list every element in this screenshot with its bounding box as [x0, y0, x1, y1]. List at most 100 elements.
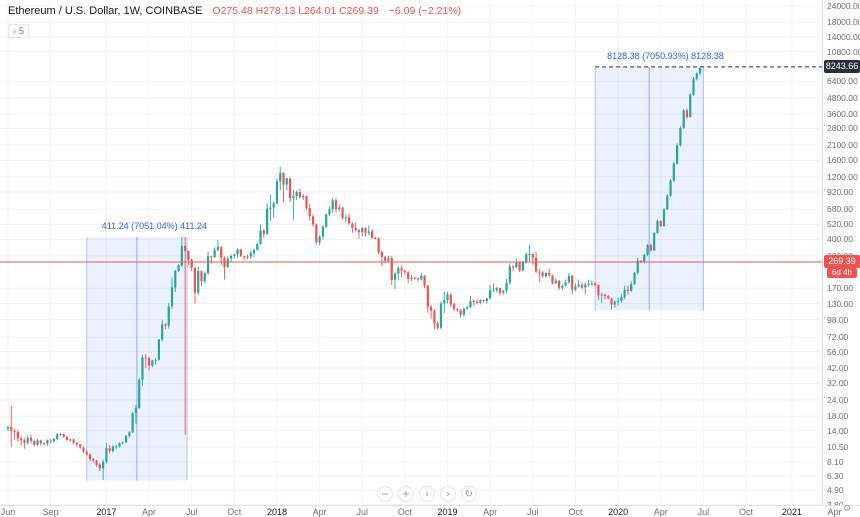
candle-body — [13, 430, 16, 432]
candle-body — [567, 275, 570, 283]
legend-collapse-toggle[interactable]: › 5 — [8, 24, 30, 38]
price-tick: 8.10 — [827, 456, 844, 467]
time-label: Apr — [653, 507, 668, 517]
reset-icon: ↻ — [464, 488, 474, 500]
chart-nav-toolbar: − + ‹ › ↻ — [377, 486, 477, 502]
symbol-legend[interactable]: Ethereum / U.S. Dollar, 1W, COINBASE O27… — [8, 5, 461, 17]
candle-body — [206, 256, 210, 274]
measure-label-2020[interactable]: 8128.38 (7050.93%) 8128.38 — [607, 50, 724, 61]
candle-body — [328, 209, 331, 215]
candle-body — [118, 443, 121, 447]
candle-body — [243, 255, 246, 257]
candle-body — [52, 438, 56, 442]
candle-body — [433, 310, 436, 324]
candle-body — [229, 255, 233, 259]
candle-body — [594, 283, 597, 285]
candle-body — [174, 271, 177, 288]
candle-body — [95, 460, 98, 465]
candle-body — [597, 284, 600, 296]
candle-body — [449, 294, 452, 305]
candle-body — [115, 446, 118, 448]
candle-body — [676, 145, 679, 164]
candle-body — [331, 200, 334, 210]
candle-body — [692, 78, 695, 95]
candle-body — [275, 181, 279, 204]
candle-body — [36, 440, 39, 445]
candle-body — [154, 359, 157, 361]
candle-body — [377, 238, 380, 253]
axis-settings[interactable]: ⚙ — [843, 504, 851, 514]
candle-body — [423, 275, 426, 286]
candle-body — [65, 436, 69, 440]
time-label: 2018 — [266, 507, 287, 517]
candle-body — [262, 230, 265, 234]
candle-body — [88, 454, 92, 460]
candle-body — [541, 272, 544, 277]
candle-body — [367, 231, 370, 233]
candle-body — [590, 283, 593, 285]
candle-body — [351, 223, 354, 228]
candle-body — [456, 309, 459, 311]
candle-body — [357, 230, 361, 233]
price-tick: 6.30 — [827, 471, 844, 482]
candle-body — [233, 254, 236, 256]
candle-body — [213, 250, 216, 258]
zoom-in-button[interactable]: + — [398, 486, 414, 502]
price-tick: 130.00 — [827, 298, 853, 309]
candle-body — [452, 304, 456, 310]
scroll-right-button[interactable]: › — [440, 486, 456, 502]
candle-body — [443, 300, 446, 304]
candle-body — [105, 448, 108, 462]
price-tick: 98.00 — [827, 314, 849, 325]
candle-body — [338, 207, 341, 210]
reset-chart-button[interactable]: ↻ — [461, 486, 477, 502]
chevron-right-icon: › — [13, 26, 16, 36]
measure-price-badge: 8243.66 — [824, 59, 860, 73]
time-axis[interactable]: Jun Sep 2017 Apr Jul Oct 2018 Apr Jul Oct 2019 Apr J… — [0, 505, 860, 517]
candle-body — [292, 196, 295, 199]
candle-body — [236, 249, 239, 255]
time-label: Apr — [827, 507, 842, 517]
zoom-out-button[interactable]: − — [377, 486, 393, 502]
price-axis[interactable]: 8243.66 269.39 6d 4h 24000.00 18000.00 140… — [822, 0, 860, 510]
candle-body — [302, 196, 305, 198]
scroll-left-button[interactable]: ‹ — [419, 486, 435, 502]
candle-body — [92, 459, 95, 461]
candle-body — [75, 442, 78, 445]
candle-body — [571, 275, 574, 290]
candle-body — [344, 217, 347, 219]
candle-body — [210, 256, 213, 258]
candle-body — [430, 306, 433, 311]
time-label: Jul — [697, 507, 710, 517]
candle-body — [498, 287, 502, 293]
time-label: Jul — [185, 507, 198, 517]
candle-body — [525, 253, 528, 263]
candle-body — [623, 289, 626, 298]
candle-body — [531, 253, 534, 258]
candle-body — [548, 273, 551, 276]
candle-body — [16, 431, 19, 439]
candle-body — [384, 256, 387, 261]
candle-body — [439, 303, 443, 328]
candle-body — [420, 275, 423, 280]
candle-body — [334, 200, 338, 210]
candle-body — [226, 258, 229, 267]
candle-body — [370, 231, 374, 239]
candle-body — [315, 224, 318, 243]
price-tick: 10800.00 — [827, 46, 860, 57]
ohlc-values: O275.48 H278.13 L264.01 C269.39 — [212, 5, 379, 17]
time-label: Oct — [397, 507, 412, 517]
symbol-title[interactable]: Ethereum / U.S. Dollar, 1W, COINBASE — [8, 5, 203, 17]
measure-label-2017[interactable]: 411.24 (7051.04%) 411.24 — [101, 221, 207, 232]
candle-body — [557, 280, 561, 288]
candle-body — [138, 379, 141, 409]
candle-body — [190, 259, 193, 268]
candle-body — [538, 271, 541, 273]
candle-body — [161, 324, 164, 340]
candle-body — [508, 266, 511, 283]
candle-body — [305, 196, 308, 208]
candle-body — [348, 217, 351, 224]
candle-body — [633, 272, 636, 285]
